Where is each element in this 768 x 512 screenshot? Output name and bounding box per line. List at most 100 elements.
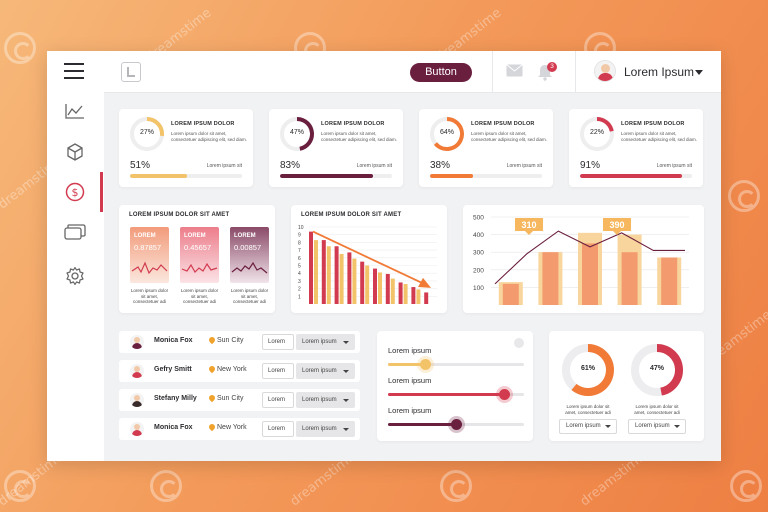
slider-handle[interactable] — [498, 389, 510, 400]
dollar-icon: $ — [65, 182, 85, 202]
kpi-ring-fill — [596, 117, 614, 132]
bar — [502, 283, 519, 305]
kpi-card: 64% LOREM IPSUM DOLOR Lorem ipsum dolor si… — [419, 109, 553, 187]
cube-icon — [67, 143, 83, 161]
kpi-title: LOREM IPSUM DOLOR — [171, 121, 235, 127]
sidebar-item-finance[interactable]: $ — [63, 180, 87, 204]
sidebar-item-settings[interactable] — [63, 264, 87, 288]
chevron-down-icon[interactable] — [695, 70, 703, 75]
list-item[interactable]: Gefry Smitt New York Lorem Lorem ipsum — [119, 360, 360, 382]
person-name: Monica Fox — [154, 424, 193, 431]
y-tick-label: 400 — [473, 232, 484, 239]
slider-track[interactable] — [388, 359, 524, 370]
kpi-ring-label: 22% — [589, 129, 604, 136]
list-item[interactable]: Stefany Milly Sun City Lorem Lorem ipsum — [119, 389, 360, 411]
sparkline — [181, 262, 218, 273]
kpi-description: Lorem ipsum dolor sit amet, consectetuer… — [171, 131, 248, 142]
user-avatar[interactable] — [594, 60, 616, 82]
donut-arc — [656, 344, 683, 396]
dashboard-window: $ Button 3 Lorem Ipsum 27% LOREM IPSUM DO… — [47, 51, 721, 461]
callout-box — [515, 218, 543, 231]
y-tick-label: 100 — [473, 285, 484, 292]
y-tick-label: 5 — [298, 264, 301, 270]
callout-box — [603, 218, 631, 231]
slider-track[interactable] — [388, 389, 524, 400]
slider-track[interactable] — [388, 419, 524, 430]
kpi-ring — [130, 117, 164, 151]
bar — [339, 253, 344, 304]
y-tick-label: 6 — [298, 256, 301, 262]
kpi-progress-fill — [430, 174, 473, 178]
chart-title: LOREM IPSUM DOLOR SIT AMET — [301, 212, 402, 218]
bar — [314, 240, 318, 304]
location-pin-icon — [207, 364, 217, 374]
row-select[interactable]: Lorem ipsum — [296, 392, 355, 408]
person-city: New York — [217, 424, 247, 431]
watermark-spiral-icon — [150, 470, 182, 502]
mini-card: LOREM 0.87857 — [130, 227, 169, 283]
divider — [492, 51, 493, 93]
kpi-description: Lorem ipsum dolor sit amet, consectetuer… — [321, 131, 398, 142]
bar — [411, 287, 416, 304]
kpi-value: 91% — [580, 160, 601, 171]
row-select[interactable]: Lorem ipsum — [296, 363, 355, 379]
svg-text:$: $ — [72, 186, 79, 199]
mini-card-value: 0.00857 — [234, 243, 262, 252]
mail-button[interactable] — [506, 64, 523, 82]
bar — [403, 283, 408, 304]
row-select-value: Lorem ipsum — [302, 339, 337, 345]
bar — [334, 246, 339, 304]
sidebar-item-cards[interactable] — [63, 220, 87, 244]
sparkline-path — [181, 262, 218, 273]
row-select[interactable]: Lorem ipsum — [296, 334, 355, 350]
person-city: Sun City — [217, 337, 244, 344]
user-name[interactable]: Lorem Ipsum — [624, 65, 695, 79]
menu-icon — [64, 63, 84, 79]
bar-chart-panel: LOREM IPSUM DOLOR SIT AMET 10 9 8 7 6 5 4 3 2 1 — [291, 205, 447, 313]
list-item[interactable]: Monica Fox Sun City Lorem Lorem ipsum — [119, 331, 360, 353]
logo-icon — [121, 62, 141, 82]
kpi-ring-label: 47% — [289, 129, 304, 136]
slider-label: Lorem ipsum — [388, 346, 432, 355]
slider-handle[interactable] — [419, 359, 431, 370]
y-tick-label: 8 — [298, 240, 301, 246]
slider-handle[interactable] — [451, 419, 462, 430]
y-tick-label: 500 — [473, 215, 484, 222]
y-tick-label: 10 — [298, 225, 304, 231]
kpi-description: Lorem ipsum dolor sit amet, consectetuer… — [471, 131, 548, 142]
kpi-ring-label: 27% — [139, 129, 154, 136]
chevron-down-icon — [343, 370, 349, 373]
kpi-caption: Lorem ipsum sit — [506, 163, 542, 169]
row-button[interactable]: Lorem — [262, 334, 294, 350]
kpi-ring — [280, 117, 314, 151]
person-city: New York — [217, 366, 247, 373]
menu-button[interactable] — [63, 59, 87, 83]
sidebar-item-analytics[interactable] — [63, 99, 87, 123]
donut-label: 61% — [580, 365, 595, 372]
combo-chart: 500 400 300 200 100 310 390 — [473, 215, 689, 305]
donut-select[interactable]: Lorem ipsum — [559, 419, 617, 434]
donut-select[interactable]: Lorem ipsum — [628, 419, 686, 434]
location-pin-icon — [207, 393, 217, 403]
row-button[interactable]: Lorem — [262, 392, 294, 408]
primary-button[interactable]: Button — [410, 63, 472, 82]
row-select[interactable]: Lorem ipsum — [296, 421, 355, 437]
kpi-title: LOREM IPSUM DOLOR — [621, 121, 685, 127]
watermark-spiral-icon — [4, 470, 36, 502]
donut-arc — [571, 344, 614, 396]
y-tick-label: 2 — [298, 287, 301, 293]
person-name: Stefany Milly — [154, 395, 197, 402]
donut-select-value: Lorem ipsum — [566, 423, 601, 429]
row-button[interactable]: Lorem — [262, 421, 294, 437]
kpi-title: LOREM IPSUM DOLOR — [321, 121, 385, 127]
gear-icon — [66, 266, 84, 286]
more-button[interactable] — [514, 338, 524, 348]
list-item[interactable]: Monica Fox New York Lorem Lorem ipsum — [119, 418, 360, 440]
row-button[interactable]: Lorem — [262, 363, 294, 379]
mini-card-caption: Lorem ipsum dolor sit amet, consectetuer… — [180, 288, 219, 304]
sidebar-item-products[interactable] — [63, 140, 87, 164]
notifications-button[interactable]: 3 — [537, 62, 559, 82]
sparkline — [231, 261, 268, 274]
panel-title: LOREM IPSUM DOLOR SIT AMET — [129, 212, 230, 218]
row-select-value: Lorem ipsum — [302, 426, 337, 432]
